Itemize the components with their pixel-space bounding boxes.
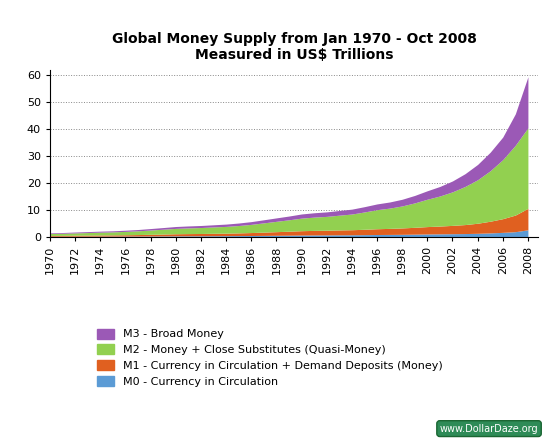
Text: www.DollarDaze.org: www.DollarDaze.org [440,424,538,434]
Title: Global Money Supply from Jan 1970 - Oct 2008
Measured in US$ Trillions: Global Money Supply from Jan 1970 - Oct … [112,32,477,62]
Legend: M3 - Broad Money, M2 - Money + Close Substitutes (Quasi-Money), M1 - Currency in: M3 - Broad Money, M2 - Money + Close Sub… [97,328,442,387]
